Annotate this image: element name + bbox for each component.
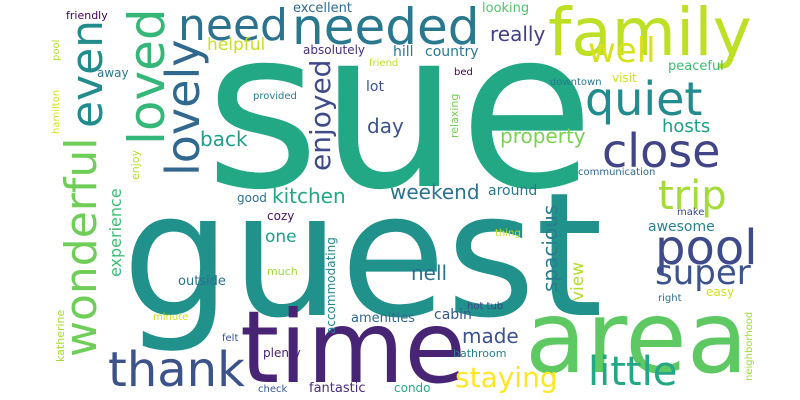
word-bed: bed xyxy=(454,67,473,78)
word-helpful: helpful xyxy=(207,35,266,55)
word-looking: looking xyxy=(482,1,530,16)
word-weekend: weekend xyxy=(390,180,480,204)
word-plenty: plenty xyxy=(263,346,301,360)
word-view: view xyxy=(568,261,588,301)
word-accommodating: accommodating xyxy=(324,237,338,334)
word-pool: pool xyxy=(655,220,758,276)
word-visit: visit xyxy=(612,71,637,85)
word-enjoy: enjoy xyxy=(129,149,142,180)
word-check: check xyxy=(258,384,288,395)
word-experience: experience xyxy=(106,188,125,277)
word-trip: trip xyxy=(658,173,727,219)
word-pool-small: pool xyxy=(51,39,62,61)
word-thing: thing xyxy=(495,228,521,239)
word-country: country xyxy=(425,44,479,60)
word-staying: staying xyxy=(455,361,558,394)
word-kitchen: kitchen xyxy=(272,184,346,208)
word-provided: provided xyxy=(253,91,297,102)
word-easy: easy xyxy=(706,285,735,299)
word-time: time xyxy=(240,289,466,400)
word-friendly: friendly xyxy=(66,9,108,22)
word-super: super xyxy=(655,253,751,293)
word-property: property xyxy=(500,124,586,148)
word-relaxing: relaxing xyxy=(448,93,461,138)
word-made: made xyxy=(462,324,519,348)
word-back: back xyxy=(200,127,248,151)
word-good: good xyxy=(237,191,267,205)
word-peaceful: peaceful xyxy=(668,59,724,74)
word-away: away xyxy=(97,66,129,80)
word-little: little xyxy=(588,349,678,395)
word-around: around xyxy=(488,183,538,199)
word-needed: needed xyxy=(292,0,480,56)
word-sue: sue xyxy=(205,0,595,238)
word-neighborhood: neighborhood xyxy=(744,311,755,381)
word-outside: outside xyxy=(178,274,226,289)
word-need: need xyxy=(178,0,288,51)
word-day: day xyxy=(367,114,404,138)
word-right: right xyxy=(658,293,682,304)
word-much: much xyxy=(267,265,298,278)
word-lot: lot xyxy=(366,79,384,95)
word-thank: thank xyxy=(108,342,245,398)
word-make: make xyxy=(677,207,705,218)
word-friend: friend xyxy=(369,58,399,69)
word-condo: condo xyxy=(394,381,431,395)
word-katherine: katherine xyxy=(54,309,67,362)
word-cozy: cozy xyxy=(267,209,295,223)
word-cabin: cabin xyxy=(434,307,472,323)
word-fantastic: fantastic xyxy=(309,381,366,396)
word-area: area xyxy=(525,279,748,396)
word-hosts: hosts xyxy=(662,116,711,137)
word-nell: nell xyxy=(411,261,448,285)
word-awesome: awesome xyxy=(648,219,715,235)
word-felt: felt xyxy=(222,333,239,344)
word-excellent: excellent xyxy=(293,1,352,16)
word-amenities: amenities xyxy=(351,311,415,326)
word-one: one xyxy=(265,227,297,247)
word-enjoyed: enjoyed xyxy=(304,59,337,171)
word-absolutely: absolutely xyxy=(303,43,366,57)
word-really: really xyxy=(490,22,546,46)
word-hamilton: hamilton xyxy=(51,89,62,134)
word-well: well xyxy=(588,31,656,71)
word-lovely: lovely xyxy=(156,39,210,176)
word-family: family xyxy=(548,0,752,71)
word-downtown: downtown xyxy=(550,77,602,88)
word-close: close xyxy=(602,124,721,178)
word-quiet: quiet xyxy=(585,72,703,126)
word-minute: minute xyxy=(153,312,189,323)
word-bathroom: bathroom xyxy=(453,347,507,360)
word-spacious: spacious xyxy=(538,204,562,292)
word-communication: communication xyxy=(578,167,656,178)
word-guest: guest xyxy=(122,155,604,356)
word-hill: hill xyxy=(393,44,414,60)
word-hot-tub: hot tub xyxy=(467,301,504,312)
